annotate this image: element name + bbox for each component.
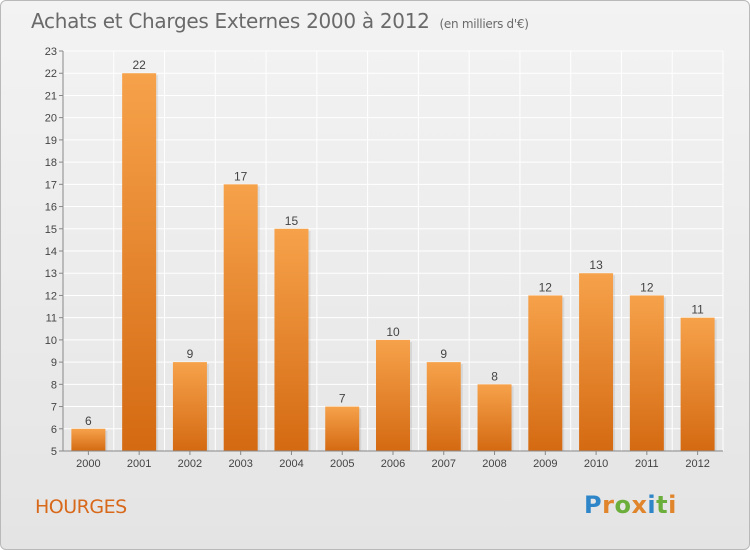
y-tick-label: 6	[51, 424, 57, 436]
chart-subtitle: (en milliers d'€)	[439, 17, 529, 31]
commune-name: HOURGES	[35, 496, 127, 518]
data-label: 15	[285, 214, 299, 228]
y-tick-label: 23	[45, 46, 57, 58]
y-tick-label: 14	[45, 246, 57, 258]
x-tick-label: 2000	[76, 458, 100, 470]
chart-title-text: Achats et Charges Externes 2000 à 2012	[31, 9, 430, 33]
bar	[71, 428, 106, 451]
bar	[579, 273, 614, 451]
y-tick-label: 10	[45, 335, 57, 347]
bar-chart: 5 6 7 8 9 10 11 12 13 14 15 16 17 18 19 20 21 22 23 6 2000 22…	[45, 46, 724, 470]
data-label: 13	[589, 258, 603, 272]
x-tick-label: 2009	[533, 458, 557, 470]
axes	[59, 50, 723, 455]
y-tick-label: 8	[51, 379, 57, 391]
data-label: 12	[640, 280, 654, 294]
x-tick-label: 2008	[482, 458, 506, 470]
data-label: 11	[691, 303, 704, 317]
x-tick-label: 2003	[228, 458, 252, 470]
y-tick-label: 16	[45, 202, 57, 214]
bar	[325, 406, 360, 451]
data-label: 17	[234, 169, 248, 183]
x-tick-label: 2004	[279, 458, 303, 470]
data-label: 9	[187, 347, 194, 361]
logo-letter: x	[631, 491, 648, 519]
y-tick-label: 11	[46, 313, 57, 325]
x-tick-label: 2002	[178, 458, 202, 470]
logo-letter: i	[668, 491, 677, 519]
bar	[223, 184, 258, 452]
bar	[528, 295, 563, 451]
bar	[122, 73, 157, 451]
y-tick-label: 7	[51, 402, 57, 414]
proxiti-logo: Proxiti	[584, 491, 677, 519]
labels: 5 6 7 8 9 10 11 12 13 14 15 16 17 18 19 20 21 22 23 6 2000 22…	[45, 46, 710, 470]
y-tick-label: 13	[45, 268, 57, 280]
logo-letter: o	[614, 491, 632, 519]
data-label: 9	[440, 347, 447, 361]
x-tick-label: 2011	[635, 458, 659, 470]
y-tick-label: 19	[45, 135, 57, 147]
bar	[426, 362, 461, 451]
bar	[172, 362, 207, 451]
data-label: 7	[339, 392, 346, 406]
bar	[477, 384, 512, 451]
x-tick-label: 2012	[685, 458, 709, 470]
y-tick-label: 12	[45, 290, 57, 302]
y-tick-label: 21	[45, 90, 57, 102]
data-label: 8	[491, 369, 498, 383]
data-label: 22	[132, 58, 146, 72]
bar	[274, 228, 309, 451]
y-tick-label: 17	[45, 179, 57, 191]
chart-title: Achats et Charges Externes 2000 à 2012 (e…	[31, 9, 529, 33]
logo-letter: i	[647, 491, 657, 519]
x-tick-label: 2005	[330, 458, 354, 470]
data-label: 10	[386, 325, 400, 339]
data-label: 6	[85, 414, 92, 428]
x-tick-label: 2001	[127, 458, 151, 470]
logo-letter: t	[656, 491, 669, 519]
y-tick-label: 20	[45, 113, 57, 125]
y-tick-label: 15	[45, 224, 57, 236]
logo-letter: r	[602, 491, 615, 519]
y-tick-label: 22	[45, 68, 57, 80]
x-tick-label: 2006	[381, 458, 405, 470]
logo-letter: P	[584, 491, 603, 519]
data-label: 12	[539, 280, 553, 294]
bars	[71, 73, 717, 452]
y-tick-label: 18	[45, 157, 57, 169]
bar	[376, 339, 410, 451]
bar	[629, 295, 664, 451]
x-tick-label: 2007	[432, 458, 456, 470]
y-tick-label: 9	[51, 357, 57, 369]
bar	[680, 317, 715, 451]
y-tick-label: 5	[51, 446, 57, 458]
x-tick-label: 2010	[584, 458, 608, 470]
